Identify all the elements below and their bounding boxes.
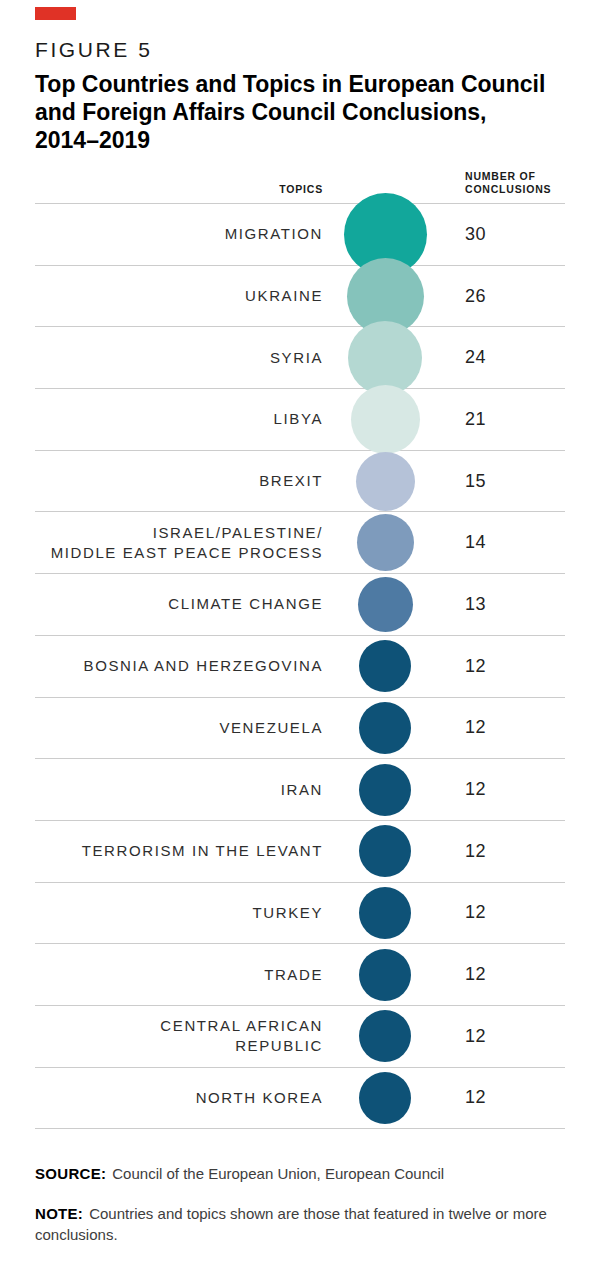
topics-column-header: TOPICS [35, 183, 323, 196]
topic-label: LIBYA [35, 409, 323, 429]
topic-label: MIGRATION [35, 224, 323, 244]
bubble-cell [323, 385, 447, 454]
table-row: TURKEY 12 [35, 882, 565, 944]
topic-label: IRAN [35, 780, 323, 800]
bubble-cell [323, 1072, 447, 1124]
bubble [348, 321, 422, 395]
table-row: BOSNIA AND HERZEGOVINA 12 [35, 635, 565, 697]
row-value: 21 [447, 409, 486, 430]
bubble-cell [323, 452, 447, 511]
bubble [359, 764, 411, 816]
table-row: VENEZUELA 12 [35, 697, 565, 759]
row-value: 15 [447, 471, 486, 492]
bubble-cell [323, 514, 447, 571]
topic-label: CENTRAL AFRICAN REPUBLIC [35, 1016, 323, 1056]
figure-number: FIGURE 5 [35, 38, 565, 62]
row-value: 12 [447, 656, 486, 677]
bubble-cell [323, 577, 447, 632]
topic-label: UKRAINE [35, 286, 323, 306]
table-row: TERRORISM IN THE LEVANT 12 [35, 820, 565, 882]
bubble [359, 825, 411, 877]
value-column-header: NUMBER OF CONCLUSIONS [447, 170, 551, 196]
row-value: 12 [447, 841, 486, 862]
table-row: BREXIT 15 [35, 450, 565, 512]
bubble [359, 949, 411, 1001]
table-row: CENTRAL AFRICAN REPUBLIC 12 [35, 1005, 565, 1067]
row-value: 12 [447, 1087, 486, 1108]
source-label: SOURCE: [35, 1165, 106, 1182]
figure-title: Top Countries and Topics in European Cou… [35, 70, 565, 154]
note-label: NOTE: [35, 1205, 83, 1222]
row-value: 26 [447, 286, 486, 307]
table-row: ISRAEL/PALESTINE/ MIDDLE EAST PEACE PROC… [35, 511, 565, 573]
table-row: CLIMATE CHANGE 13 [35, 573, 565, 635]
topic-label: BOSNIA AND HERZEGOVINA [35, 656, 323, 676]
table-row: LIBYA 21 [35, 388, 565, 450]
topic-label: TERRORISM IN THE LEVANT [35, 841, 323, 861]
row-value: 14 [447, 532, 486, 553]
bubble-cell [323, 825, 447, 877]
table-row: UKRAINE 26 [35, 265, 565, 327]
bubble [357, 514, 414, 571]
figure-page: FIGURE 5 Top Countries and Topics in Eur… [0, 0, 600, 1267]
accent-red-bar [35, 7, 76, 20]
row-value: 12 [447, 902, 486, 923]
bubble [351, 385, 420, 454]
bubble-cell [323, 949, 447, 1001]
table-row: TRADE 12 [35, 943, 565, 1005]
bubble-cell [323, 702, 447, 754]
bubble-cell [323, 887, 447, 939]
table-row: IRAN 12 [35, 758, 565, 820]
topic-label: NORTH KOREA [35, 1088, 323, 1108]
bubble [359, 702, 411, 754]
table-row: NORTH KOREA 12 [35, 1067, 565, 1129]
bubble [358, 577, 413, 632]
topic-label: TRADE [35, 965, 323, 985]
table-row: MIGRATION 30 [35, 203, 565, 265]
bubble [359, 887, 411, 939]
row-value: 24 [447, 347, 486, 368]
note-line: NOTE:Countries and topics shown are thos… [35, 1203, 565, 1245]
source-text: Council of the European Union, European … [112, 1165, 444, 1182]
topic-label: BREXIT [35, 471, 323, 491]
row-value: 30 [447, 224, 486, 245]
bubble-cell [323, 764, 447, 816]
topic-label: SYRIA [35, 348, 323, 368]
table-row: SYRIA 24 [35, 326, 565, 388]
topic-label: TURKEY [35, 903, 323, 923]
row-value: 12 [447, 717, 486, 738]
chart-header: TOPICS NUMBER OF CONCLUSIONS [35, 170, 565, 203]
bubble [359, 1010, 411, 1062]
bubble [359, 1072, 411, 1124]
row-value: 13 [447, 594, 486, 615]
topic-label: ISRAEL/PALESTINE/ MIDDLE EAST PEACE PROC… [35, 523, 323, 563]
bubble-cell [323, 1010, 447, 1062]
bubble-cell [323, 640, 447, 692]
topic-label: CLIMATE CHANGE [35, 594, 323, 614]
row-value: 12 [447, 1026, 486, 1047]
rows: MIGRATION 30 UKRAINE 26 SYRIA 24 LIBYA [35, 203, 565, 1129]
row-value: 12 [447, 779, 486, 800]
row-value: 12 [447, 964, 486, 985]
source-line: SOURCE: Council of the European Union, Eu… [35, 1163, 565, 1184]
footer: SOURCE: Council of the European Union, Eu… [35, 1163, 565, 1245]
note-text: Countries and topics shown are those tha… [35, 1205, 547, 1243]
bubble-cell [323, 321, 447, 395]
bubble [359, 640, 411, 692]
topic-label: VENEZUELA [35, 718, 323, 738]
bubble [356, 452, 415, 511]
bubble-chart: TOPICS NUMBER OF CONCLUSIONS MIGRATION 3… [35, 170, 565, 1129]
